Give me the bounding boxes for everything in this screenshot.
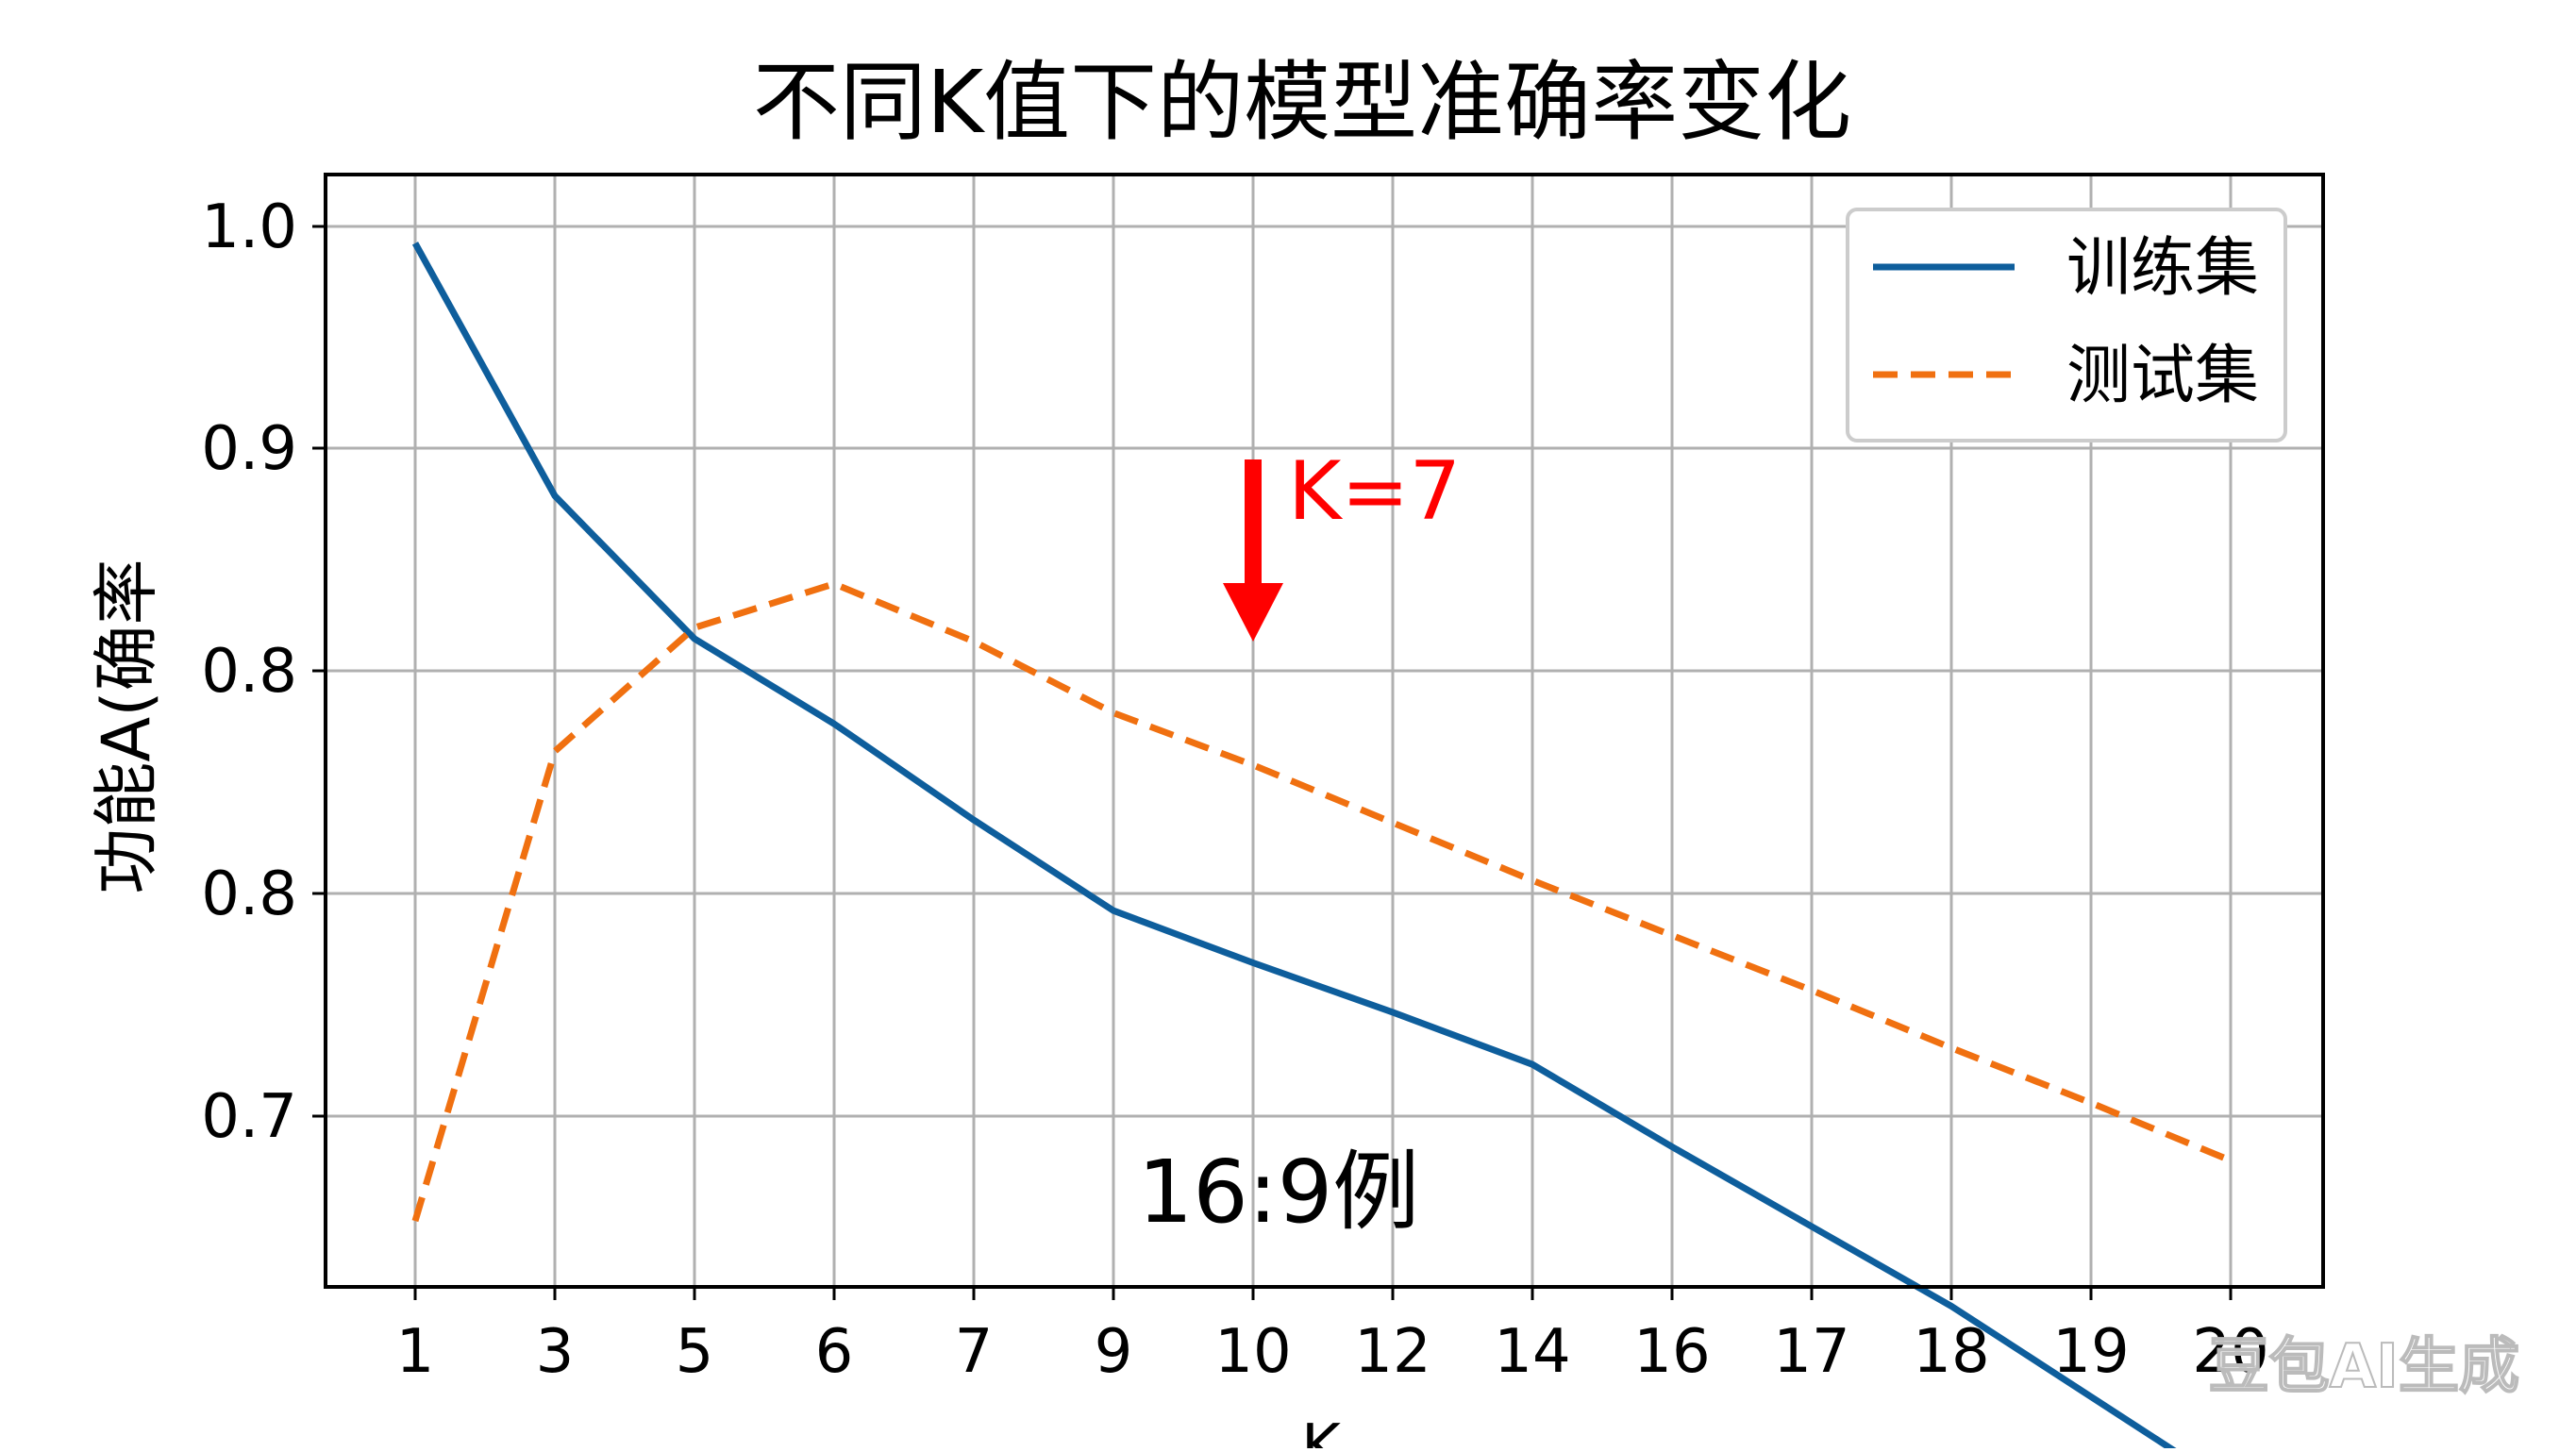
y-tick-label: 0.9 bbox=[201, 414, 297, 484]
y-tick-label: 1.0 bbox=[201, 192, 297, 262]
legend-label-test: 测试集 bbox=[2066, 339, 2259, 413]
y-axis-label: 功能A(确率 bbox=[88, 559, 165, 893]
annotation-k-label: K=7 bbox=[1288, 444, 1461, 539]
series-line-test bbox=[415, 584, 2231, 1221]
y-tick-labels: 1.0 0.9 0.8 0.8 0.7 bbox=[201, 192, 326, 1152]
y-tick-label: 0.8 bbox=[201, 637, 297, 707]
x-tick-label: 7 bbox=[955, 1317, 994, 1387]
x-tick-label: 6 bbox=[815, 1317, 854, 1387]
x-tick-label: 16 bbox=[1633, 1317, 1710, 1387]
x-tick-label: 9 bbox=[1095, 1317, 1133, 1387]
x-axis-label: K bbox=[1301, 1412, 1343, 1448]
x-tick-label: 10 bbox=[1214, 1317, 1291, 1387]
watermark: 豆包AI生成 bbox=[2209, 1332, 2519, 1402]
x-tick-label: 12 bbox=[1354, 1317, 1430, 1387]
x-tick-label: 14 bbox=[1494, 1317, 1570, 1387]
x-tick-label: 1 bbox=[396, 1317, 435, 1387]
x-tick-label: 17 bbox=[1773, 1317, 1849, 1387]
y-tick-label: 0.8 bbox=[201, 860, 297, 929]
x-tick-label: 19 bbox=[2052, 1317, 2129, 1387]
y-tick-label: 0.7 bbox=[201, 1082, 297, 1152]
x-tick-label: 18 bbox=[1913, 1317, 1989, 1387]
annotation-arrow-head bbox=[1223, 583, 1283, 642]
legend: 训练集 测试集 bbox=[1848, 209, 2285, 441]
aspect-ratio-label: 16:9例 bbox=[1138, 1142, 1420, 1243]
legend-label-train: 训练集 bbox=[2066, 231, 2259, 306]
chart-title: 不同K值下的模型准确率变化 bbox=[753, 52, 1851, 153]
k-annotation: K=7 bbox=[1223, 444, 1461, 642]
x-tick-label: 5 bbox=[676, 1317, 714, 1387]
x-tick-label: 3 bbox=[536, 1317, 575, 1387]
